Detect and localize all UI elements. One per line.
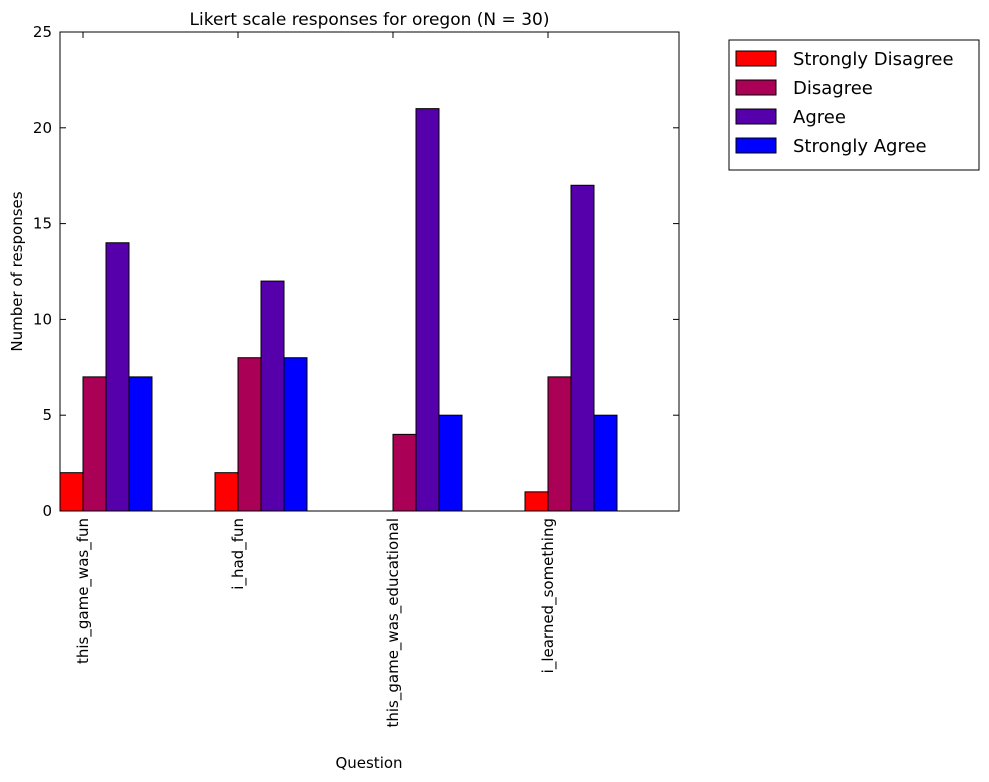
bar-strongly-agree-4: [593, 414, 618, 512]
y-tick-label: 0: [42, 502, 52, 520]
bar-strongly-disagree-1: [59, 472, 84, 512]
y-tick-label: 15: [33, 215, 52, 233]
legend-swatch: [735, 50, 777, 67]
legend: Strongly Disagree Disagree Agree Strongly A…: [728, 39, 980, 171]
bar-strongly-agree-1: [128, 376, 153, 512]
bar-strongly-disagree-4: [524, 491, 549, 512]
bar-agree-4: [570, 184, 595, 512]
bar-strongly-disagree-2: [214, 472, 239, 512]
legend-swatch: [735, 108, 777, 125]
y-tick-label: 5: [42, 406, 52, 424]
bar-strongly-agree-2: [283, 357, 308, 512]
chart-title: Likert scale responses for oregon (N = 3…: [190, 10, 550, 30]
x-tick-label: this_game_was_educational: [384, 518, 403, 728]
legend-swatch: [735, 79, 777, 96]
x-tick-label: this_game_was_fun: [74, 518, 93, 664]
x-tick-label: i_had_fun: [229, 518, 248, 590]
y-axis-label: Number of responses: [8, 191, 26, 351]
bar-strongly-agree-3: [438, 414, 463, 512]
axis-ticks: 0 5 10 15 20 25 this_game_was_fun i_had_fun this…: [33, 23, 679, 728]
bar-disagree-1: [82, 376, 107, 512]
bar-disagree-4: [547, 376, 572, 512]
plot-frame: [59, 31, 680, 512]
bars: [59, 108, 618, 512]
y-tick-label: 20: [33, 119, 52, 137]
legend-entry: Disagree: [793, 78, 873, 99]
legend-entry: Strongly Disagree: [793, 49, 954, 70]
x-tick-label: i_learned_something: [539, 518, 558, 673]
bar-agree-3: [415, 108, 440, 512]
y-tick-label: 10: [33, 310, 52, 328]
legend-entry: Agree: [793, 107, 846, 128]
legend-entry: Strongly Agree: [793, 136, 927, 157]
bar-agree-1: [105, 242, 130, 512]
legend-swatch: [735, 137, 777, 154]
x-axis-label: Question: [335, 754, 402, 772]
bar-disagree-3: [392, 433, 417, 512]
bar-disagree-2: [237, 357, 262, 512]
bar-agree-2: [260, 280, 285, 512]
y-tick-label: 25: [33, 23, 52, 41]
